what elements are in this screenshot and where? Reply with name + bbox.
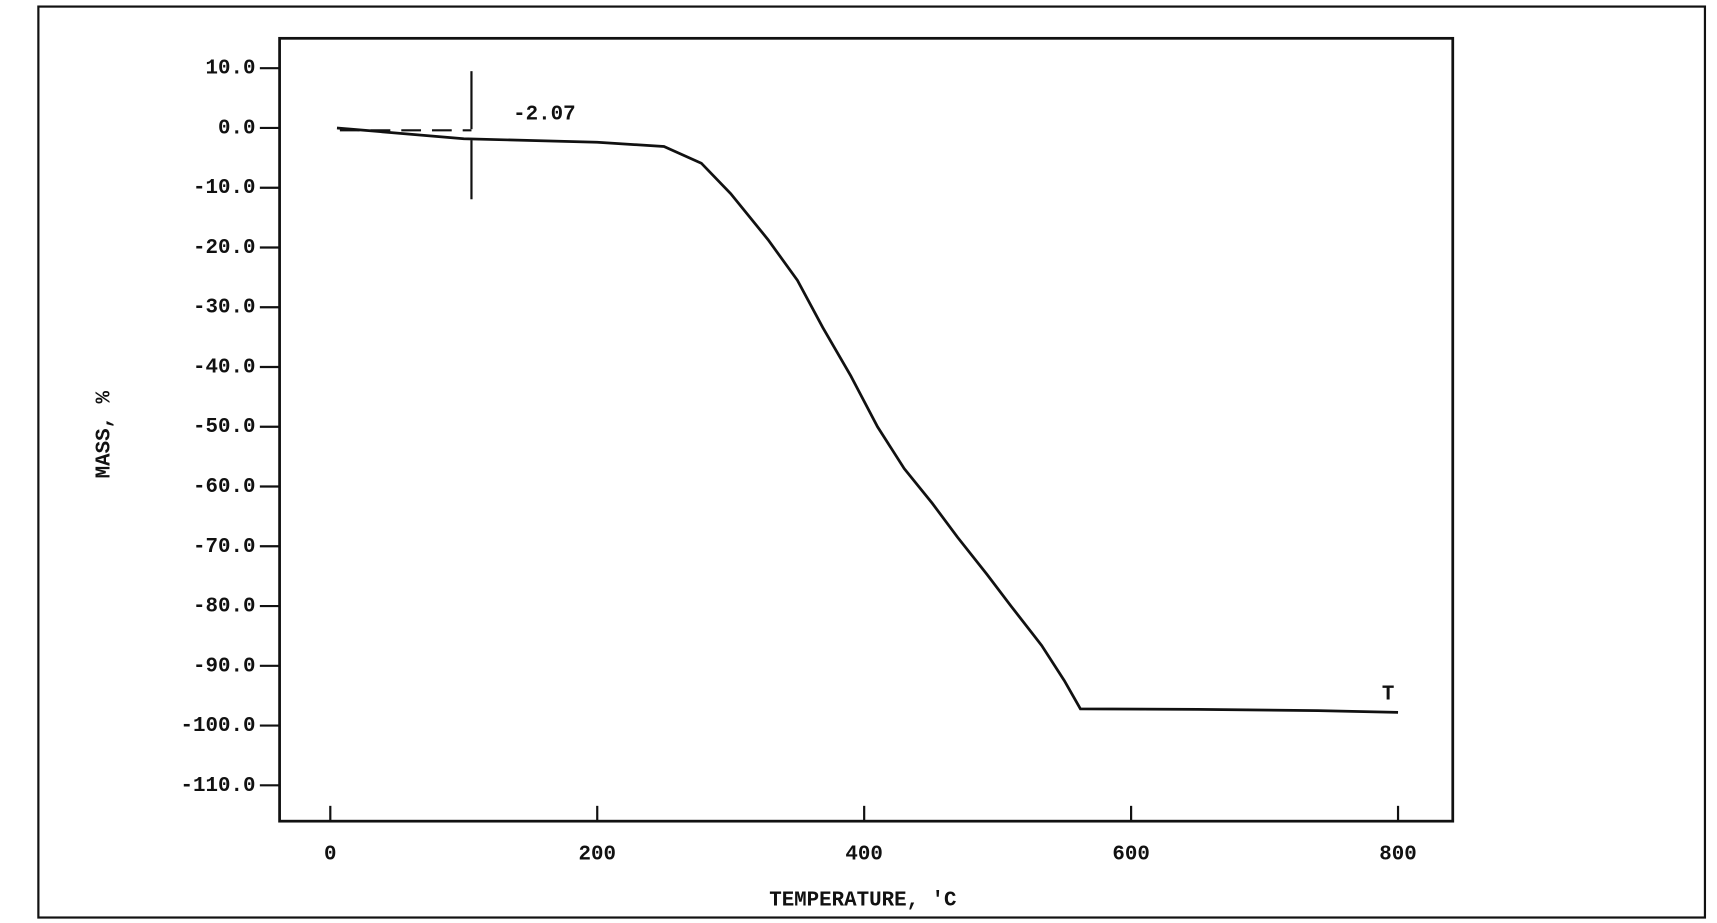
plot-frame: [278, 36, 1455, 823]
outer-frame: [37, 5, 1707, 919]
y-tick-label: -50.0: [193, 416, 255, 439]
y-tick-label: 10.0: [206, 58, 256, 81]
y-tick-label: 0.0: [218, 117, 255, 140]
y-tick-label: -30.0: [193, 297, 255, 320]
x-tick-label: 800: [1379, 844, 1416, 867]
x-tick-label: 200: [578, 844, 615, 867]
x-tick-label: 400: [845, 844, 882, 867]
y-axis-label: MASS, %: [94, 391, 117, 479]
x-tick-label: 600: [1112, 844, 1149, 867]
step-marker: [339, 71, 473, 200]
step-annotation: -2.07: [513, 103, 575, 126]
y-tick-label: -60.0: [193, 476, 255, 499]
y-tick-label: -100.0: [181, 715, 256, 738]
y-tick-label: -90.0: [193, 655, 255, 678]
y-tick-label: -40.0: [193, 357, 255, 380]
y-tick-label: -20.0: [193, 237, 255, 260]
y-tick-label: -110.0: [181, 775, 256, 798]
y-tick-label: -80.0: [193, 596, 255, 619]
y-tick-label: -70.0: [193, 536, 255, 559]
x-tick-label: 0: [324, 844, 336, 867]
x-axis-label: TEMPERATURE, 'C: [769, 890, 956, 913]
y-tick-label: -10.0: [193, 177, 255, 200]
data-line: [336, 126, 1399, 714]
end-annotation: T: [1382, 684, 1394, 707]
